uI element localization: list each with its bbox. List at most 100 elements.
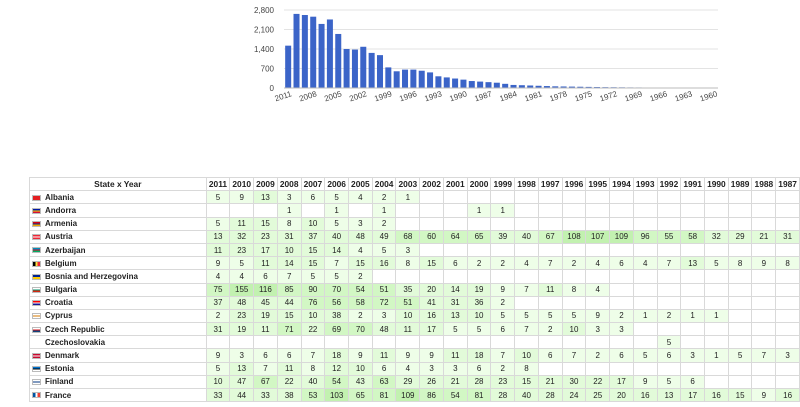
year-header-2003[interactable]: 2003: [395, 177, 421, 192]
value-cell[interactable]: 33: [205, 387, 231, 403]
value-cell[interactable]: 7: [514, 282, 539, 297]
bar-2003[interactable]: [351, 49, 358, 88]
value-cell[interactable]: 10: [348, 361, 373, 376]
bar-1992[interactable]: [443, 77, 450, 88]
value-cell[interactable]: 3: [775, 348, 800, 363]
bar-1993[interactable]: [435, 76, 442, 88]
bar-1997[interactable]: [402, 69, 409, 88]
value-cell[interactable]: 28: [490, 387, 516, 403]
value-cell[interactable]: 7: [537, 256, 563, 271]
year-header-2004[interactable]: 2004: [371, 177, 397, 192]
value-cell[interactable]: 2: [561, 256, 587, 271]
value-cell[interactable]: 14: [324, 242, 349, 258]
value-cell[interactable]: 1: [704, 308, 729, 324]
bar-2004[interactable]: [343, 49, 350, 88]
state-cell[interactable]: Croatia: [29, 295, 207, 310]
value-cell[interactable]: 3: [371, 308, 397, 324]
value-cell[interactable]: 17: [253, 242, 278, 258]
value-cell[interactable]: 22: [300, 322, 326, 337]
value-cell[interactable]: 9: [205, 348, 231, 363]
value-cell[interactable]: 6: [300, 190, 326, 205]
value-cell[interactable]: 72: [371, 295, 397, 310]
year-header-1988[interactable]: 1988: [751, 177, 777, 192]
value-cell[interactable]: 15: [419, 256, 444, 271]
state-cell[interactable]: Azerbaijan: [29, 242, 207, 258]
bar-2001[interactable]: [368, 52, 375, 88]
value-cell[interactable]: 2: [348, 269, 373, 284]
bar-1975[interactable]: [585, 86, 592, 88]
value-cell[interactable]: 4: [632, 256, 658, 271]
value-cell[interactable]: 29: [727, 229, 753, 244]
value-cell[interactable]: 1: [276, 203, 302, 218]
value-cell[interactable]: 16: [704, 387, 729, 403]
value-cell[interactable]: 70: [348, 322, 373, 337]
value-cell[interactable]: 8: [300, 361, 326, 376]
year-header-2011[interactable]: 2011: [205, 177, 231, 192]
value-cell[interactable]: 33: [253, 387, 278, 403]
value-cell[interactable]: 24: [561, 387, 587, 403]
value-cell[interactable]: 23: [253, 229, 278, 244]
value-cell[interactable]: 7: [561, 348, 587, 363]
year-header-1994[interactable]: 1994: [609, 177, 634, 192]
value-cell[interactable]: 5: [466, 322, 492, 337]
year-header-2010[interactable]: 2010: [229, 177, 255, 192]
state-cell[interactable]: Czechoslovakia: [29, 335, 207, 350]
state-cell[interactable]: Finland: [29, 374, 207, 390]
value-cell[interactable]: 5: [704, 256, 729, 271]
bar-1978[interactable]: [560, 86, 567, 88]
value-cell[interactable]: 11: [253, 322, 278, 337]
value-cell[interactable]: 9: [229, 190, 255, 205]
value-cell[interactable]: 3: [419, 361, 444, 376]
bar-1988[interactable]: [477, 81, 484, 88]
value-cell[interactable]: 6: [442, 256, 468, 271]
value-cell[interactable]: 7: [276, 269, 302, 284]
state-cell[interactable]: Estonia: [29, 361, 207, 376]
value-cell[interactable]: 3: [229, 348, 255, 363]
value-cell[interactable]: 1: [395, 190, 421, 205]
value-cell[interactable]: 2: [371, 190, 397, 205]
value-cell[interactable]: 18: [324, 348, 349, 363]
value-cell[interactable]: 6: [609, 256, 634, 271]
value-cell[interactable]: 11: [395, 322, 421, 337]
bar-1994[interactable]: [427, 72, 434, 88]
value-cell[interactable]: 8: [727, 256, 753, 271]
value-cell[interactable]: 9: [490, 282, 516, 297]
value-cell[interactable]: 25: [585, 387, 611, 403]
value-cell[interactable]: 3: [609, 322, 634, 337]
value-cell[interactable]: 14: [442, 282, 468, 297]
value-cell[interactable]: 2: [585, 348, 611, 363]
value-cell[interactable]: 9: [205, 256, 231, 271]
value-cell[interactable]: 8: [276, 216, 302, 231]
state-year-table-container[interactable]: State x Year 2011 2010 2009 2008 2007 2006 200…: [29, 177, 800, 407]
value-cell[interactable]: 116: [253, 282, 278, 297]
year-header-1996[interactable]: 1996: [561, 177, 587, 192]
value-cell[interactable]: 40: [300, 374, 326, 390]
value-cell[interactable]: 44: [229, 387, 255, 403]
value-cell[interactable]: 11: [229, 216, 255, 231]
value-cell[interactable]: 58: [680, 229, 706, 244]
value-cell[interactable]: 5: [632, 348, 658, 363]
value-cell[interactable]: 51: [395, 295, 421, 310]
value-cell[interactable]: 7: [514, 322, 539, 337]
value-cell[interactable]: 5: [205, 190, 231, 205]
value-cell[interactable]: 86: [419, 387, 444, 403]
value-cell[interactable]: 108: [561, 229, 587, 244]
bar-2006[interactable]: [326, 19, 333, 88]
value-cell[interactable]: 109: [609, 229, 634, 244]
value-cell[interactable]: 40: [324, 229, 349, 244]
value-cell[interactable]: 15: [727, 387, 753, 403]
value-cell[interactable]: 5: [514, 308, 539, 324]
bar-1996[interactable]: [410, 69, 417, 88]
value-cell[interactable]: 1: [324, 203, 349, 218]
value-cell[interactable]: 7: [300, 348, 326, 363]
value-cell[interactable]: 35: [395, 282, 421, 297]
value-cell[interactable]: 2: [537, 322, 563, 337]
value-cell[interactable]: 7: [490, 348, 516, 363]
value-cell[interactable]: 44: [276, 295, 302, 310]
value-cell[interactable]: 5: [656, 335, 682, 350]
state-cell[interactable]: Bosnia and Herzegovina: [29, 269, 207, 284]
value-cell[interactable]: 9: [751, 256, 777, 271]
value-cell[interactable]: 2: [371, 216, 397, 231]
value-cell[interactable]: 10: [466, 308, 492, 324]
value-cell[interactable]: 56: [324, 295, 349, 310]
